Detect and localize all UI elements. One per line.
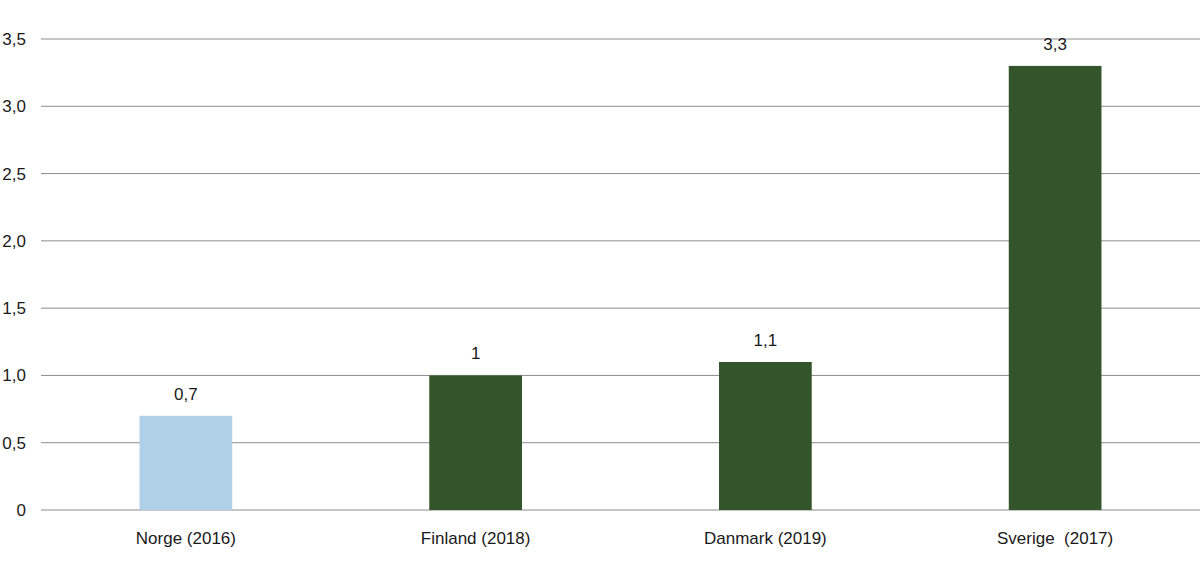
bar [719, 362, 812, 510]
y-tick-label: 1,5 [2, 299, 26, 318]
x-tick-label: Norge (2016) [136, 529, 236, 548]
bar [140, 416, 233, 510]
grid [41, 39, 1200, 510]
x-tick-label: Danmark (2019) [704, 529, 827, 548]
x-tick-label: Sverige (2017) [997, 529, 1113, 548]
y-tick-label: 0 [17, 501, 26, 520]
bars [140, 66, 1102, 510]
data-label: 1 [471, 344, 480, 363]
y-tick-label: 3,5 [2, 30, 26, 49]
x-tick-label: Finland (2018) [421, 529, 531, 548]
labels: 0,7 Norge (2016) 1 Finland (2018) 1,1 Danmark… [136, 35, 1113, 548]
data-label: 0,7 [174, 385, 198, 404]
y-tick-label: 0,5 [2, 434, 26, 453]
data-label: 1,1 [754, 331, 778, 350]
y-tick-label: 1,0 [2, 366, 26, 385]
bar [429, 375, 522, 510]
y-axis: 0 0,5 1,0 1,5 2,0 2,5 3,0 3,5 [2, 30, 26, 520]
data-label: 3,3 [1043, 35, 1067, 54]
y-tick-label: 3,0 [2, 97, 26, 116]
bar [1009, 66, 1102, 510]
grid-line [41, 39, 1200, 40]
y-tick-label: 2,0 [2, 232, 26, 251]
chart: 0 0,5 1,0 1,5 2,0 2,5 3,0 3,5 0,7 Norge (2016) 1 Fi… [0, 0, 1200, 565]
y-tick-label: 2,5 [2, 165, 26, 184]
